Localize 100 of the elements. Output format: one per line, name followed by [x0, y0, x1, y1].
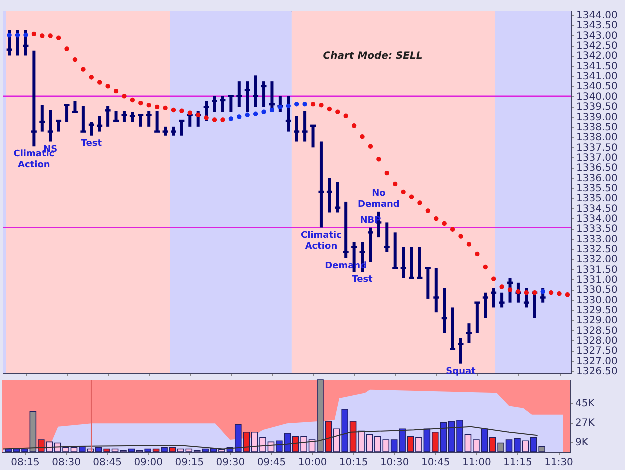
- point: [500, 284, 504, 290]
- x-tick-label: 08:45: [93, 458, 122, 468]
- y-tick-label: 1328.00: [576, 336, 618, 347]
- y-tick-label: 1333.50: [576, 224, 618, 236]
- bar: [434, 268, 438, 313]
- point: [40, 34, 45, 38]
- y-tick-label: 1327.50: [576, 346, 618, 358]
- y-tick-label: 1338.50: [576, 122, 618, 134]
- point: [122, 94, 127, 99]
- x-tick-label: 09:45: [257, 458, 286, 468]
- point: [188, 110, 192, 116]
- bar: [533, 292, 536, 318]
- point: [466, 242, 472, 247]
- point: [483, 264, 488, 270]
- y-tick-label: 1335.00: [576, 194, 618, 205]
- x-tick-label: 09:15: [175, 458, 204, 468]
- point: [237, 114, 242, 120]
- bar: [49, 110, 52, 142]
- x-tick-label: 09:30: [216, 458, 246, 468]
- y-tick-label: 1327.00: [576, 356, 618, 368]
- point: [524, 290, 530, 296]
- point: [492, 276, 496, 282]
- y-tick-label: 1344.00: [576, 10, 618, 22]
- point: [442, 221, 447, 226]
- y-tick-label: 1330.50: [576, 285, 618, 296]
- point: [64, 46, 70, 52]
- x-tick-label: 10:45: [421, 458, 450, 468]
- point: [81, 67, 86, 72]
- bar: [386, 222, 389, 252]
- y-tick-label: 1331.00: [576, 274, 618, 286]
- point: [56, 36, 62, 40]
- y-tick-label: 1329.50: [576, 305, 618, 316]
- y-tick-label: 1334.50: [576, 204, 618, 215]
- y-tick-label: 27K: [576, 418, 596, 430]
- point: [475, 252, 480, 257]
- annotation: Chart Mode: SELL: [323, 51, 423, 62]
- bar: [394, 232, 397, 268]
- point: [245, 112, 250, 118]
- point: [253, 112, 258, 116]
- y-tick-label: 1336.50: [576, 163, 618, 174]
- bar: [451, 308, 454, 350]
- bar: [66, 105, 69, 122]
- x-tick-label: 10:15: [339, 458, 368, 468]
- y-tick-label: 1340.00: [576, 92, 618, 103]
- y-tick-label: 1339.00: [576, 112, 618, 124]
- x-tick-label: 10:00: [298, 458, 328, 468]
- bar: [139, 115, 142, 127]
- y-tick-label: 1331.50: [576, 264, 618, 276]
- point: [557, 292, 562, 296]
- point: [360, 134, 365, 140]
- point: [508, 288, 513, 292]
- point: [212, 118, 218, 122]
- y-tick-label: 1338.00: [576, 132, 618, 144]
- x-tick-label: 10:30: [380, 458, 410, 468]
- point: [302, 102, 308, 107]
- bar: [410, 247, 414, 278]
- point: [336, 110, 340, 114]
- bar: [230, 96, 233, 112]
- point: [393, 182, 398, 187]
- bar: [344, 202, 348, 258]
- y-tick-label: 45K: [576, 398, 596, 410]
- point: [146, 103, 152, 108]
- annotation: No Demand: [358, 188, 400, 210]
- y-tick-label: 1341.50: [576, 61, 618, 72]
- bar: [336, 182, 340, 213]
- point: [426, 208, 431, 214]
- y-tick-label: 1337.50: [576, 142, 618, 154]
- point: [24, 32, 28, 38]
- point: [418, 200, 422, 206]
- point: [106, 84, 110, 89]
- y-tick-label: 1342.00: [576, 51, 618, 62]
- point: [220, 118, 226, 122]
- bar: [254, 76, 258, 108]
- bar: [40, 105, 44, 132]
- y-tick-label: 1342.50: [576, 41, 618, 52]
- y-tick-label: 1332.50: [576, 244, 618, 256]
- bar: [426, 268, 430, 299]
- x-tick-label: 11:30: [544, 458, 574, 468]
- point: [565, 292, 570, 298]
- point: [286, 104, 291, 109]
- y-tick-label: 1329.00: [576, 316, 618, 327]
- y-tick-label: 1340.50: [576, 82, 618, 93]
- y-tick-label: 1341.00: [576, 72, 618, 83]
- bar: [369, 228, 372, 262]
- x-tick-label: 11:00: [462, 458, 492, 468]
- point: [450, 227, 456, 232]
- bar: [476, 302, 479, 334]
- y-tick-label: 1326.50: [576, 366, 618, 378]
- y-tick-label: 1339.50: [576, 102, 618, 114]
- point: [180, 108, 184, 114]
- point: [32, 32, 37, 37]
- bar: [180, 121, 184, 136]
- y-tick-label: 1328.50: [576, 326, 618, 337]
- point: [89, 75, 94, 80]
- y-tick-label: 1343.50: [576, 20, 618, 32]
- point: [319, 103, 324, 108]
- bar: [460, 338, 463, 364]
- point: [344, 114, 348, 118]
- point: [368, 144, 374, 149]
- bar: [106, 106, 110, 127]
